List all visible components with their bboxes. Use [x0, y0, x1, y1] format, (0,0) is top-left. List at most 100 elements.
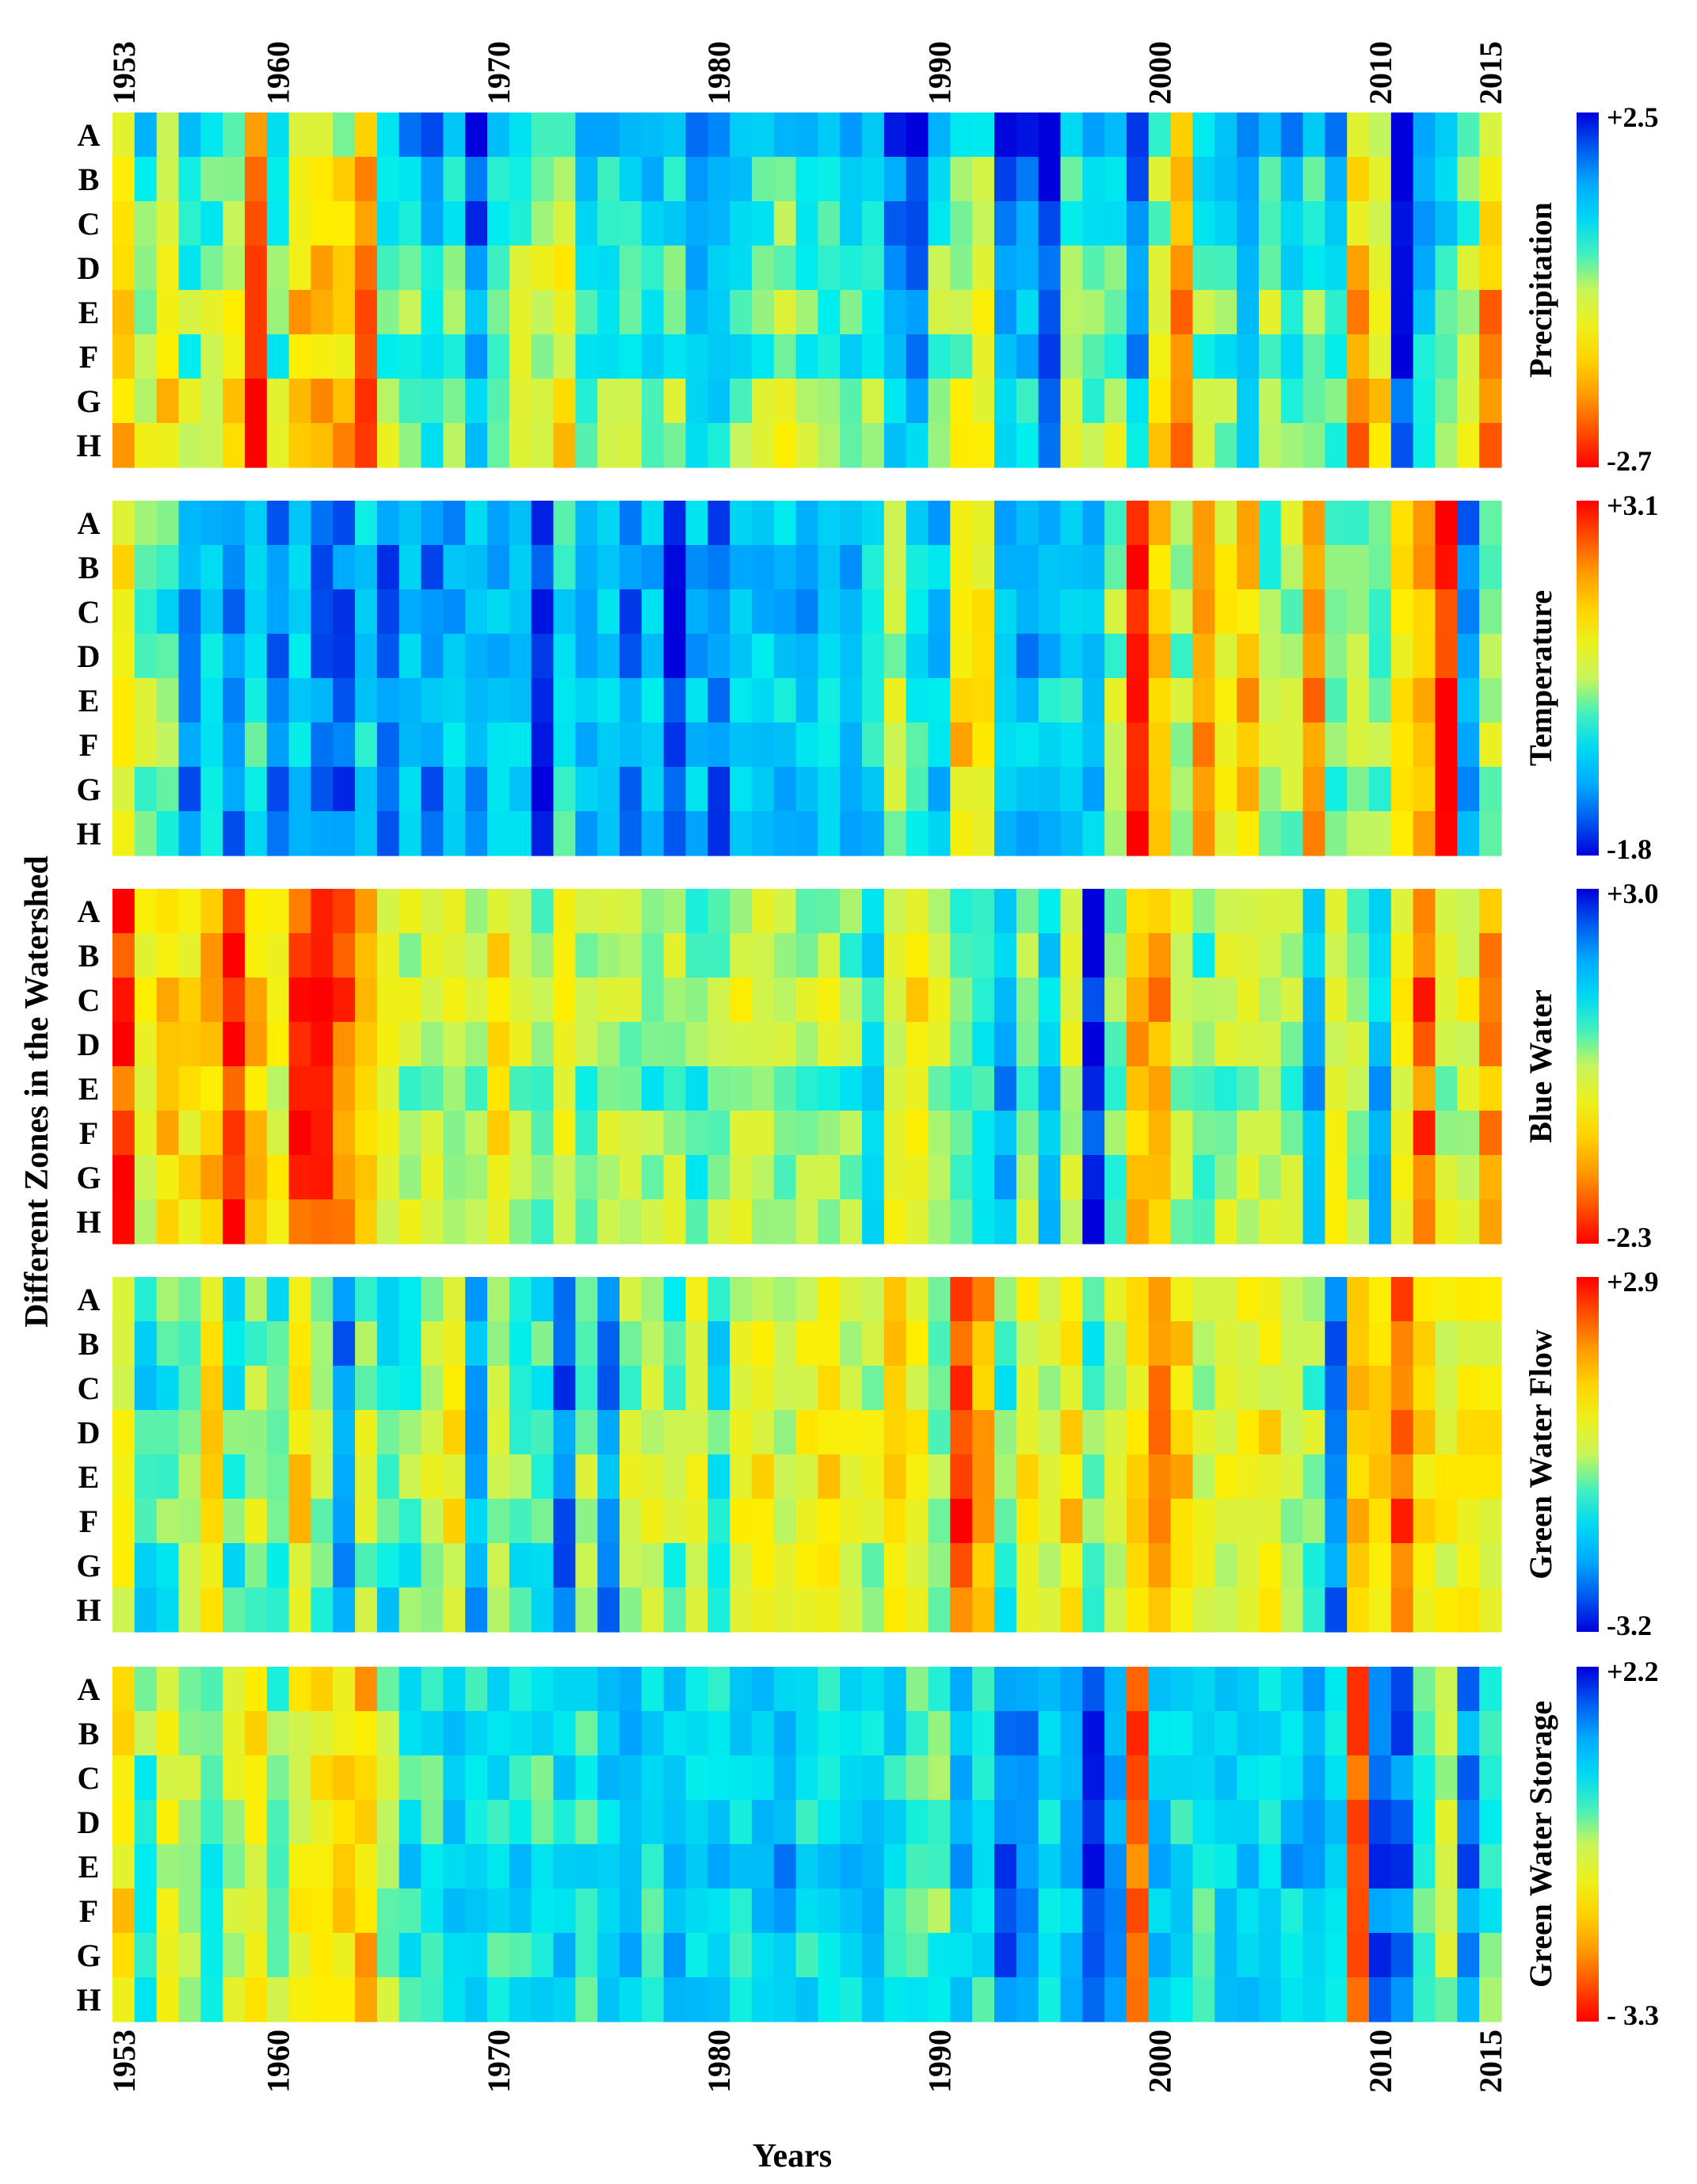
- heatmap-cell: [509, 1066, 532, 1111]
- heatmap-cell: [1325, 1066, 1348, 1111]
- heatmap-cell: [112, 1022, 135, 1067]
- colorbar-min-label: -2.3: [1607, 1222, 1652, 1253]
- heatmap-cell: [597, 1933, 620, 1978]
- heatmap-cell: [1347, 545, 1370, 590]
- heatmap-cell: [730, 889, 753, 934]
- heatmap-cell: [707, 1587, 730, 1633]
- heatmap-cell: [1082, 1711, 1105, 1756]
- heatmap-cell: [1347, 246, 1370, 291]
- heatmap-cell: [333, 589, 356, 635]
- heatmap-cell: [1104, 1066, 1127, 1111]
- year-tick-2000: 2000: [1142, 41, 1178, 105]
- heatmap-cell: [112, 334, 135, 379]
- heatmap-cell: [421, 1889, 444, 1934]
- heatmap-cell: [156, 1667, 180, 1712]
- heatmap-cell: [1192, 334, 1215, 379]
- heatmap-cell: [1060, 1933, 1083, 1978]
- heatmap-cell: [773, 1199, 797, 1244]
- heatmap-cell: [818, 1155, 841, 1200]
- heatmap-cell: [663, 767, 687, 812]
- heatmap-cell: [244, 767, 268, 812]
- heatmap-cell: [1302, 1321, 1325, 1366]
- heatmap-cell: [906, 157, 929, 202]
- heatmap-cell: [1148, 767, 1172, 812]
- heatmap-cell: [972, 1889, 995, 1934]
- heatmap-cell: [1325, 1844, 1348, 1889]
- heatmap-cell: [818, 1366, 841, 1411]
- heatmap-cell: [355, 1933, 378, 1978]
- heatmap-cell: [751, 1711, 775, 1756]
- heatmap-cell: [399, 1111, 422, 1156]
- heatmap-cell: [707, 1543, 730, 1588]
- heatmap-cell: [134, 290, 158, 335]
- heatmap-cell: [1325, 1199, 1348, 1244]
- panel-title: Blue Water: [1523, 989, 1558, 1143]
- heatmap-cell: [663, 1543, 687, 1588]
- heatmap-cell: [818, 290, 841, 335]
- heatmap-cell: [730, 1366, 753, 1411]
- heatmap-cell: [487, 501, 510, 546]
- heatmap-cell: [928, 1454, 951, 1500]
- heatmap-cell: [1215, 589, 1237, 635]
- heatmap-cell: [1258, 1277, 1282, 1322]
- heatmap-cell: [707, 1977, 730, 2022]
- heatmap-cell: [421, 334, 444, 379]
- heatmap-cell: [751, 811, 775, 856]
- heatmap-cell: [200, 889, 223, 934]
- heatmap-cell: [156, 423, 180, 468]
- heatmap-cell: [1060, 1155, 1083, 1200]
- heatmap-cell: [928, 1977, 951, 2022]
- heatmap-cell: [134, 545, 158, 590]
- heatmap-cell: [1192, 1587, 1215, 1633]
- heatmap-cell: [862, 767, 885, 812]
- heatmap-cell: [641, 157, 665, 202]
- heatmap-cell: [1479, 811, 1502, 856]
- heatmap-cell: [465, 889, 488, 934]
- heatmap-cell: [1325, 1410, 1348, 1455]
- heatmap-cell: [1170, 545, 1194, 590]
- heatmap-cell: [1126, 634, 1150, 679]
- heatmap-cell: [1148, 889, 1172, 934]
- heatmap-cell: [795, 767, 819, 812]
- heatmap-cell: [751, 112, 775, 158]
- heatmap-cell: [223, 1667, 246, 1712]
- heatmap-cell: [244, 889, 268, 934]
- heatmap-cell: [862, 978, 885, 1023]
- heatmap-cell: [156, 722, 180, 768]
- heatmap-cell: [773, 589, 797, 635]
- heatmap-cell: [112, 379, 135, 424]
- heatmap-cell: [972, 889, 995, 934]
- heatmap-cell: [1082, 1755, 1105, 1801]
- heatmap-cell: [311, 246, 334, 291]
- year-tick-1990: 1990: [922, 2030, 958, 2093]
- heatmap-cell: [994, 1155, 1017, 1200]
- heatmap-cell: [1038, 501, 1062, 546]
- heatmap-cell: [1280, 1755, 1304, 1801]
- heatmap-cell: [1258, 1977, 1282, 2022]
- heatmap-cell: [1413, 1755, 1436, 1801]
- heatmap-cell: [1215, 1755, 1237, 1801]
- heatmap-cell: [685, 1889, 708, 1934]
- heatmap-cell: [1082, 290, 1105, 335]
- heatmap-cell: [862, 1499, 885, 1544]
- heatmap-cell: [333, 1587, 356, 1633]
- heatmap-cell: [751, 1277, 775, 1322]
- heatmap-cell: [1104, 1800, 1127, 1845]
- heatmap-cell: [421, 1321, 444, 1366]
- heatmap-cell: [355, 978, 378, 1023]
- heatmap-cell: [1104, 1499, 1127, 1544]
- heatmap-cell: [376, 767, 400, 812]
- heatmap-cell: [487, 1410, 510, 1455]
- heatmap-cell: [707, 334, 730, 379]
- heatmap-cell: [1280, 889, 1304, 934]
- heatmap-cell: [1325, 978, 1348, 1023]
- heatmap-cell: [399, 1199, 422, 1244]
- heatmap-cell: [333, 246, 356, 291]
- heatmap-cell: [1038, 1410, 1062, 1455]
- heatmap-cell: [443, 1454, 466, 1500]
- heatmap-cell: [553, 767, 576, 812]
- heatmap-cell: [1280, 112, 1304, 158]
- heatmap-cell: [928, 1366, 951, 1411]
- heatmap-cell: [465, 1667, 488, 1712]
- heatmap-cell: [928, 1889, 951, 1934]
